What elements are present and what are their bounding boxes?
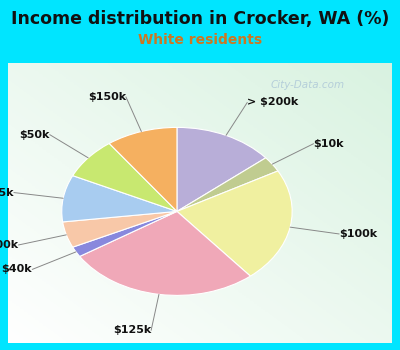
Wedge shape [177, 158, 278, 211]
Text: Income distribution in Crocker, WA (%): Income distribution in Crocker, WA (%) [11, 10, 389, 28]
Wedge shape [177, 171, 292, 276]
Text: $50k: $50k [19, 130, 50, 140]
Text: > $200k: > $200k [247, 97, 298, 107]
Text: $150k: $150k [88, 92, 126, 102]
Text: $200k: $200k [0, 240, 18, 250]
Wedge shape [73, 211, 177, 257]
Text: City-Data.com: City-Data.com [270, 80, 344, 90]
Text: $10k: $10k [314, 139, 344, 149]
Text: $75k: $75k [0, 188, 14, 197]
Text: White residents: White residents [138, 33, 262, 47]
Text: $125k: $125k [113, 325, 151, 335]
Text: $40k: $40k [2, 264, 32, 274]
Wedge shape [73, 144, 177, 211]
Wedge shape [62, 176, 177, 222]
Wedge shape [177, 127, 266, 211]
Wedge shape [80, 211, 250, 295]
Text: $100k: $100k [339, 229, 377, 239]
Wedge shape [63, 211, 177, 247]
Wedge shape [109, 127, 177, 211]
